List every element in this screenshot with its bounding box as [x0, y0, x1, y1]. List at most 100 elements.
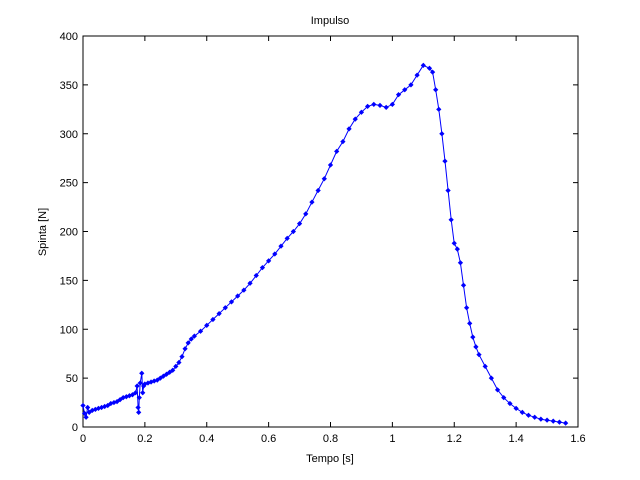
data-point — [135, 404, 141, 411]
data-point — [550, 418, 556, 424]
data-point — [157, 375, 163, 381]
data-point — [420, 62, 426, 68]
data-point — [247, 280, 253, 286]
data-point — [170, 367, 176, 373]
data-point — [176, 359, 182, 366]
data-point — [470, 334, 476, 340]
x-tick-label: 0.8 — [323, 433, 338, 445]
data-point — [538, 416, 544, 422]
data-point — [448, 217, 454, 223]
data-point — [105, 402, 111, 409]
data-point — [454, 246, 460, 252]
data-point — [436, 106, 442, 112]
data-point — [321, 176, 327, 182]
chart-title: Impulso — [311, 15, 350, 27]
x-tick-labels: 0 0.2 0.4 0.6 0.8 1 1.2 1.4 1.6 — [80, 433, 586, 445]
data-point — [188, 336, 194, 342]
data-point — [439, 131, 445, 137]
data-point — [467, 320, 473, 327]
y-tick-label: 100 — [60, 324, 78, 336]
data-point — [464, 305, 470, 311]
data-point — [389, 101, 395, 108]
data-point — [395, 92, 402, 98]
data-point — [80, 402, 86, 409]
x-tick-label: 1.4 — [508, 433, 523, 445]
data-point — [408, 82, 414, 88]
y-tick-label: 350 — [60, 80, 78, 92]
data-point — [460, 282, 467, 288]
x-tick-label: 0.4 — [199, 433, 214, 445]
data-point — [253, 272, 259, 279]
data-point — [81, 410, 88, 416]
data-point — [488, 375, 494, 381]
y-tick-label: 150 — [60, 275, 78, 287]
data-point — [129, 392, 136, 398]
data-point — [476, 352, 482, 358]
x-axis-label: Tempo [s] — [306, 453, 354, 465]
data-point — [334, 148, 340, 154]
y-tick-labels: 0 50 100 150 200 250 300 350 400 — [60, 31, 78, 434]
data-point — [136, 395, 142, 401]
x-tick-label: 1.6 — [570, 433, 585, 445]
data-point — [204, 322, 210, 328]
data-point — [167, 369, 173, 375]
data-point — [160, 373, 167, 379]
data-point — [457, 260, 464, 266]
y-tick-label: 400 — [60, 31, 78, 43]
data-point — [290, 228, 296, 235]
data-point — [296, 221, 303, 227]
data-point — [137, 380, 143, 386]
data-point — [414, 72, 420, 78]
data-point — [139, 370, 145, 376]
data-point — [371, 101, 377, 108]
data-point — [197, 328, 204, 334]
data-point — [228, 299, 235, 305]
x-tick-label: 1.2 — [447, 433, 462, 445]
data-point — [117, 397, 123, 403]
y-tick-label: 0 — [72, 422, 78, 434]
data-point — [182, 346, 188, 352]
data-point — [259, 265, 266, 271]
data-point — [173, 363, 179, 370]
data-point — [445, 187, 451, 194]
data-point — [185, 340, 191, 346]
data-point — [340, 138, 346, 145]
data-point — [154, 377, 160, 383]
data-point — [86, 409, 92, 415]
data-point — [507, 400, 513, 407]
data-point — [358, 109, 365, 115]
data-point — [235, 293, 241, 299]
data-point — [451, 240, 457, 246]
data-point — [284, 235, 290, 241]
data-point — [136, 409, 142, 415]
data-point — [163, 371, 170, 377]
data-point — [114, 398, 120, 405]
data-point — [132, 390, 139, 396]
data-point — [85, 404, 91, 411]
data-point — [134, 383, 140, 389]
x-tick-label: 0.6 — [261, 433, 276, 445]
data-point — [494, 387, 501, 393]
data-point — [309, 199, 315, 205]
x-tick-label: 0.2 — [137, 433, 152, 445]
data-point — [216, 310, 222, 317]
plot-area — [82, 35, 579, 428]
data-point — [210, 316, 216, 323]
data-point — [191, 333, 197, 339]
y-tick-label: 200 — [60, 227, 78, 239]
data-point — [525, 412, 532, 418]
data-point — [179, 353, 185, 360]
data-point — [426, 65, 433, 71]
data-point — [501, 395, 507, 401]
data-point — [222, 305, 228, 311]
data-point — [544, 417, 550, 423]
data-point — [532, 414, 538, 420]
data-point — [473, 344, 479, 350]
data-point — [429, 69, 436, 75]
data-point — [563, 420, 569, 426]
series-markers — [80, 62, 569, 426]
data-point — [278, 243, 284, 249]
data-point — [352, 116, 358, 122]
data-point — [303, 211, 309, 217]
data-point — [365, 103, 371, 110]
